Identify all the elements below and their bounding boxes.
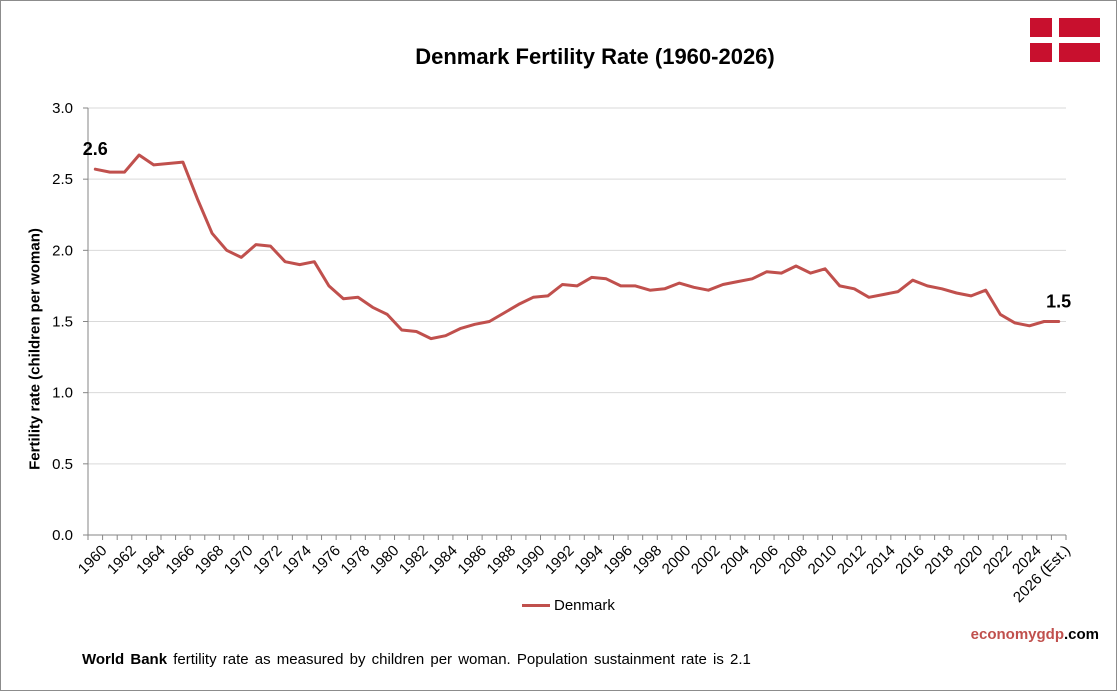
- gridlines: [88, 107, 1066, 465]
- data-label: 2.6: [83, 139, 108, 159]
- x-tick-label: 1964: [133, 542, 169, 578]
- x-tick-label: 2004: [717, 542, 753, 578]
- x-tick-label: 2018: [921, 542, 957, 578]
- y-tick-labels: 0.0 0.5 1.0 1.5 2.0 2.5 3.0: [52, 100, 73, 544]
- x-tick-label: 1972: [250, 542, 286, 578]
- footer-note: World Bank fertility rate as measured by…: [82, 651, 751, 668]
- brand-watermark: economygdp.com: [971, 626, 1099, 643]
- x-tick-label: 1986: [454, 542, 490, 578]
- x-tick-label: 1978: [338, 542, 374, 578]
- y-tick-label: 0.0: [52, 527, 73, 544]
- legend: Denmark: [522, 597, 615, 614]
- footer-text: fertility rate as measured by children p…: [167, 651, 751, 668]
- x-tick-label: 1992: [542, 542, 578, 578]
- x-tick-label: 2000: [659, 542, 695, 578]
- brand-name: economygdp: [970, 626, 1064, 643]
- y-tick-label: 1.5: [52, 314, 73, 331]
- x-tick-label: 2020: [951, 542, 987, 578]
- legend-swatch: [522, 604, 550, 607]
- chart-title: Denmark Fertility Rate (1960-2026): [415, 44, 775, 69]
- data-label: 1.5: [1046, 292, 1071, 312]
- denmark-flag-icon: [1030, 18, 1100, 62]
- x-tick-label: 1976: [308, 542, 344, 578]
- footer-source: World Bank: [82, 651, 168, 668]
- x-tick-label: 1960: [75, 542, 111, 578]
- x-tick-label: 1982: [396, 542, 432, 578]
- y-tick-label: 2.5: [52, 171, 73, 188]
- x-tick-label: 1980: [367, 542, 403, 578]
- annotations: 2.6 1.5: [83, 139, 1071, 311]
- y-axis-label: Fertility rate (children per woman): [26, 228, 44, 470]
- y-tick-label: 3.0: [52, 100, 73, 117]
- x-tick-label: 1966: [162, 542, 198, 578]
- x-tick-label: 1970: [221, 542, 257, 578]
- flag-cross-horizontal: [1030, 37, 1100, 43]
- x-tick-label: 2014: [863, 542, 899, 578]
- axes: [83, 107, 1067, 540]
- x-tick-label: 2012: [834, 542, 870, 578]
- y-tick-label: 0.5: [52, 456, 73, 473]
- y-tick-label: 1.0: [52, 385, 73, 402]
- y-tick-label: 2.0: [52, 242, 73, 259]
- legend-label: Denmark: [554, 597, 615, 614]
- x-tick-label: 1962: [104, 542, 140, 578]
- x-tick-label: 1990: [513, 542, 549, 578]
- x-tick-label: 2008: [776, 542, 812, 578]
- x-tick-label: 2010: [805, 542, 841, 578]
- x-tick-label: 1998: [630, 542, 666, 578]
- x-tick-label: 2002: [688, 542, 724, 578]
- x-tick-label: 1988: [484, 542, 520, 578]
- x-tick-label: 1996: [600, 542, 636, 578]
- x-tick-label: 1974: [279, 542, 315, 578]
- x-tick-label: 2022: [980, 542, 1016, 578]
- x-tick-label: 1968: [192, 542, 228, 578]
- brand-suffix: .com: [1063, 626, 1099, 643]
- x-tick-label: 2006: [746, 542, 782, 578]
- x-tick-label: 1994: [571, 542, 607, 578]
- x-tick-label: 1984: [425, 542, 461, 578]
- series-line-denmark: [93, 153, 1061, 341]
- series-layer: [93, 153, 1061, 341]
- x-tick-label: 2016: [892, 542, 928, 578]
